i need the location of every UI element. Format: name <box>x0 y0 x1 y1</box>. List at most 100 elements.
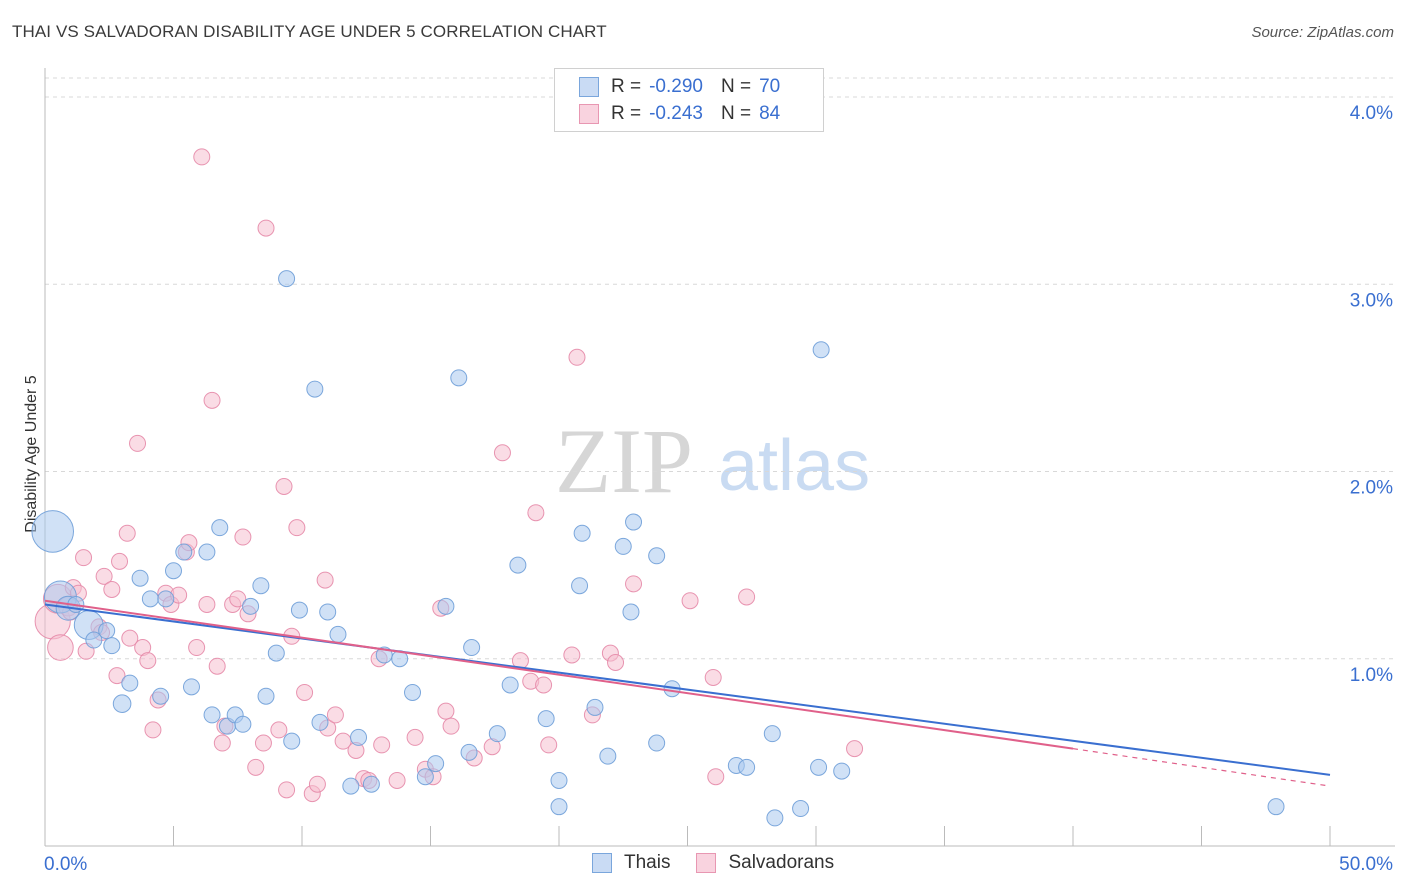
thais-point <box>416 768 434 786</box>
thais-point <box>792 800 810 818</box>
thais-point <box>501 676 519 694</box>
salvadorans-point <box>437 702 455 720</box>
x-tick-label-end: 50.0% <box>1339 854 1393 875</box>
thais-point <box>278 270 296 288</box>
thais-legend-swatch <box>592 853 612 873</box>
thais-point <box>165 562 182 580</box>
salvadorans-point <box>681 592 699 610</box>
thais-point <box>141 590 159 608</box>
thais-point <box>306 380 324 398</box>
salvadorans-point <box>213 734 231 752</box>
thais-point <box>342 777 360 795</box>
r-label-salvadorans: R = <box>611 103 642 124</box>
thais-point <box>833 762 851 780</box>
salvadorans-point <box>308 775 326 793</box>
thais-point <box>812 341 830 359</box>
salvadorans-point <box>275 477 293 495</box>
r-value-salvadorans: -0.243 <box>649 103 703 124</box>
y-tick-label: 4.0% <box>1350 103 1393 124</box>
salvadorans-point <box>139 652 157 670</box>
legend-label-salvadorans: Salvadorans <box>728 852 835 873</box>
watermark-zip: ZIP <box>555 410 693 512</box>
thais-point <box>509 556 527 574</box>
salvadorans-point <box>388 771 406 789</box>
salvadorans-point <box>278 781 296 799</box>
salvadorans-point <box>288 519 306 537</box>
y-tick-label: 3.0% <box>1350 290 1393 311</box>
thais-trend-line <box>44 603 1331 776</box>
thais-point <box>362 775 380 793</box>
thais-point <box>622 603 640 621</box>
chart-title: THAI VS SALVADORAN DISABILITY AGE UNDER … <box>12 22 607 41</box>
legend-label-thais: Thais <box>624 852 671 873</box>
salvadorans-point <box>442 717 460 735</box>
thais-point <box>573 524 591 542</box>
thais-point <box>252 577 270 595</box>
n-value-thais: 70 <box>759 76 781 97</box>
thais-point <box>98 622 116 640</box>
thais-point <box>437 597 455 615</box>
salvadorans-point <box>234 528 252 546</box>
salvadorans-point <box>144 721 162 739</box>
thais-point <box>586 698 604 716</box>
salvadorans-point <box>625 575 643 593</box>
thais-swatch <box>579 77 599 97</box>
thais-point <box>112 694 132 713</box>
thais-point <box>329 625 347 643</box>
thais-point <box>211 519 229 537</box>
thais-point <box>175 543 193 561</box>
salvadorans-point <box>257 219 275 237</box>
y-tick-label: 1.0% <box>1350 665 1393 686</box>
y-tick-label: 2.0% <box>1350 478 1393 499</box>
salvadorans-point <box>198 595 216 613</box>
salvadorans-point <box>193 148 211 166</box>
thais-point <box>625 513 643 531</box>
thais-point <box>450 369 468 387</box>
salvadorans-point <box>704 668 722 686</box>
salvadorans-point <box>208 657 226 675</box>
salvadorans-point <box>111 552 129 570</box>
salvadorans-point <box>568 348 586 366</box>
legend-item-thais[interactable]: Thais <box>592 852 670 874</box>
thais-point <box>242 597 260 615</box>
salvadorans-point <box>75 549 93 567</box>
thais-point <box>157 590 175 608</box>
salvadorans-point <box>846 740 864 758</box>
thais-point <box>599 747 617 765</box>
thais-point <box>460 743 478 761</box>
thais-point <box>131 569 149 587</box>
legend-row-salvadorans: R = -0.243 N = 84 <box>579 102 780 126</box>
salvadorans-point <box>326 706 344 724</box>
thais-point <box>182 678 200 696</box>
salvadorans-point <box>493 444 511 462</box>
thais-point <box>203 706 221 724</box>
n-label-salvadorans: N = <box>720 103 752 124</box>
thais-point <box>648 734 666 752</box>
salvadorans-point <box>254 734 272 752</box>
salvadorans-point <box>129 434 147 452</box>
salvadorans-point <box>316 571 334 589</box>
salvadorans-trend-line <box>44 599 1074 750</box>
salvadorans-point <box>270 721 288 739</box>
thais-point <box>283 732 301 750</box>
salvadorans-point <box>103 580 121 598</box>
thais-point <box>404 683 422 701</box>
thais-point <box>550 798 568 816</box>
thais-point <box>537 710 555 728</box>
salvadorans-point <box>188 639 206 657</box>
thais-point <box>648 547 666 565</box>
legend-item-salvadorans[interactable]: Salvadorans <box>696 852 834 874</box>
thais-point <box>257 687 275 705</box>
thais-point <box>290 601 308 619</box>
correlation-legend: R = -0.290 N = 70 R = -0.243 N = 84 <box>554 68 824 132</box>
thais-point <box>350 728 368 746</box>
thais-point <box>614 537 632 555</box>
thais-point <box>571 577 589 595</box>
thais-point <box>766 809 784 827</box>
salvadorans-trend-extension <box>1072 748 1331 787</box>
salvadorans-point <box>540 736 558 754</box>
salvadorans-point <box>247 758 265 776</box>
salvadorans-point <box>203 391 221 409</box>
thais-point <box>85 631 103 649</box>
